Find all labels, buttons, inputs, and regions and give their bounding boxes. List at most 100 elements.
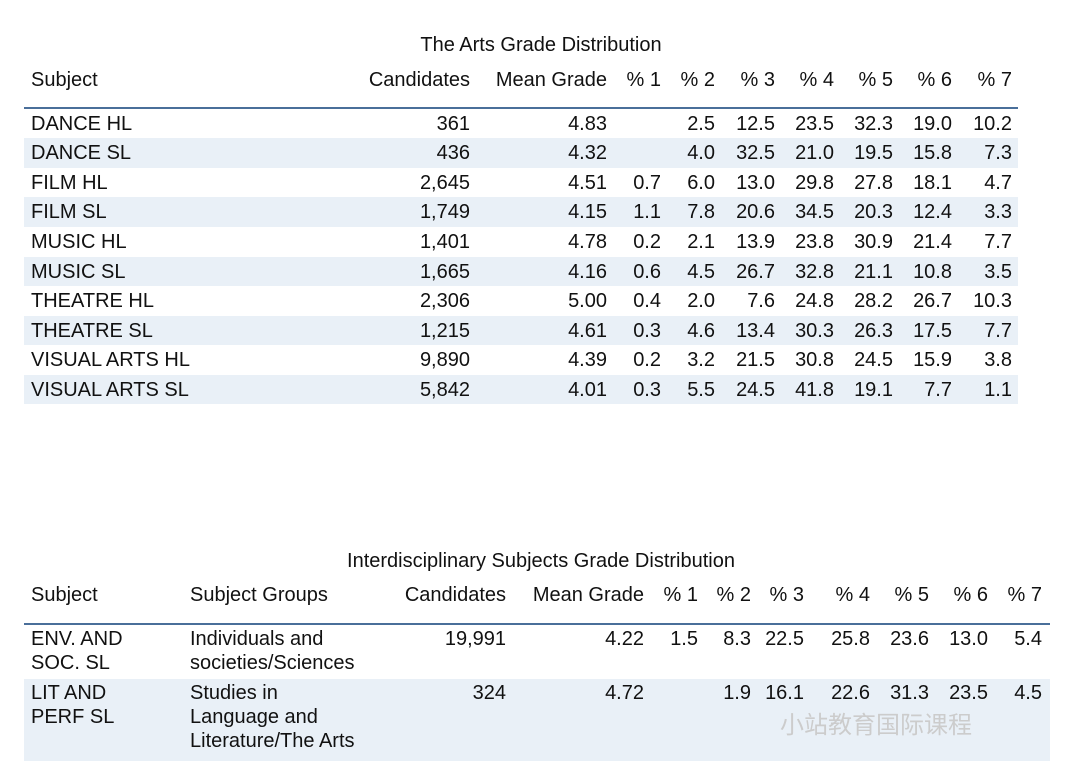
column-header: % 3 (740, 69, 775, 91)
cell: 3.2 (687, 349, 715, 372)
cell: 17.5 (913, 319, 952, 342)
column-header: Candidates (368, 69, 470, 91)
row-label: DANCE HL (31, 112, 133, 135)
cell: 20.3 (854, 201, 893, 224)
cell: 16.1 (765, 681, 804, 704)
cell: 2.1 (687, 230, 715, 253)
cell: 8.3 (723, 627, 751, 650)
cell: 7.7 (984, 230, 1012, 253)
cell: 30.8 (795, 349, 834, 372)
cell: 436 (436, 142, 470, 165)
table-title: Interdisciplinary Subjects Grade Distrib… (347, 550, 735, 572)
cell: 41.8 (795, 378, 834, 401)
cell: 21.5 (736, 349, 775, 372)
column-header: Subject (31, 69, 98, 91)
cell: 22.6 (831, 681, 870, 704)
cell: 1,665 (419, 260, 470, 283)
row-shade (24, 197, 1018, 227)
cell: 26.3 (854, 319, 893, 342)
row-label: THEATRE SL (31, 319, 153, 342)
cell: 0.2 (633, 230, 661, 253)
cell: 2.5 (687, 112, 715, 135)
cell: 23.6 (890, 627, 929, 650)
row-shade (24, 256, 1018, 287)
row-shade (24, 374, 1018, 405)
cell: 13.9 (736, 230, 775, 253)
cell: 31.3 (890, 681, 929, 704)
cell: 5,842 (419, 378, 470, 401)
cell: 19.0 (913, 112, 952, 135)
column-header: Subject Groups (190, 584, 328, 606)
column-header: % 7 (977, 69, 1012, 91)
row-label: DANCE SL (31, 142, 132, 165)
cell: 24.5 (736, 378, 775, 401)
cell: 12.4 (913, 201, 952, 224)
cell: 0.6 (633, 260, 661, 283)
row-label: VISUAL ARTS HL (31, 349, 190, 372)
cell: 23.5 (949, 681, 988, 704)
cell: 30.3 (795, 319, 834, 342)
column-header: Mean Grade (532, 584, 644, 606)
cell: 18.1 (913, 171, 952, 194)
cell: 2.0 (687, 290, 715, 313)
cell: 19.1 (854, 378, 893, 401)
cell: 0.3 (633, 319, 661, 342)
cell: 4.16 (568, 260, 607, 283)
cell: 0.2 (633, 349, 661, 372)
cell: 24.5 (854, 349, 893, 372)
cell: 13.4 (736, 319, 775, 342)
row-shade (24, 678, 1050, 761)
cell: 19,991 (444, 627, 506, 650)
cell: 4.15 (568, 201, 607, 224)
watermark: 小站教育国际课程 (780, 712, 972, 739)
row-label: MUSIC SL (31, 260, 126, 283)
column-header: % 1 (663, 584, 698, 606)
cell: 34.5 (795, 201, 834, 224)
cell: 13.0 (949, 627, 988, 650)
row-label: VISUAL ARTS SL (31, 378, 189, 401)
cell: 4.01 (568, 378, 607, 401)
header-rule (24, 107, 1018, 109)
row-label: FILM HL (31, 171, 108, 194)
cell: 12.5 (736, 112, 775, 135)
cell: 6.0 (687, 171, 715, 194)
cell: 23.5 (795, 112, 834, 135)
column-header: % 5 (858, 69, 893, 91)
row-label: MUSIC HL (31, 230, 127, 253)
column-header: % 6 (917, 69, 952, 91)
cell: 3.8 (984, 349, 1012, 372)
column-header: % 6 (953, 584, 988, 606)
cell: 1.1 (984, 378, 1012, 401)
cell: 4.5 (1014, 681, 1042, 704)
cell: 27.8 (854, 171, 893, 194)
header-rule (24, 623, 1050, 625)
cell: 4.5 (687, 260, 715, 283)
column-header: Subject (31, 584, 98, 606)
cell: 361 (436, 112, 470, 135)
cell: 1,749 (419, 201, 470, 224)
table-title: The Arts Grade Distribution (420, 34, 662, 56)
cell: 4.61 (568, 319, 607, 342)
cell: 1.9 (723, 681, 751, 704)
cell: 32.5 (736, 142, 775, 165)
cell: 10.3 (973, 290, 1012, 313)
cell: 3.5 (984, 260, 1012, 283)
cell: 4.6 (687, 319, 715, 342)
cell: 324 (472, 681, 506, 704)
cell: 15.9 (913, 349, 952, 372)
cell: 28.2 (854, 290, 893, 313)
row-shade (24, 138, 1018, 168)
row-label: THEATRE HL (31, 290, 154, 313)
cell: 4.83 (568, 112, 607, 135)
row-label: LIT AND PERF SL (31, 681, 115, 728)
cell: 7.8 (687, 201, 715, 224)
cell: Individuals and societies/Sciences (190, 627, 355, 674)
cell: 0.4 (633, 290, 661, 313)
cell: 15.8 (913, 142, 952, 165)
cell: 23.8 (795, 230, 834, 253)
cell: 29.8 (795, 171, 834, 194)
column-header: Mean Grade (495, 69, 607, 91)
cell: 2,645 (419, 171, 470, 194)
cell: 20.6 (736, 201, 775, 224)
